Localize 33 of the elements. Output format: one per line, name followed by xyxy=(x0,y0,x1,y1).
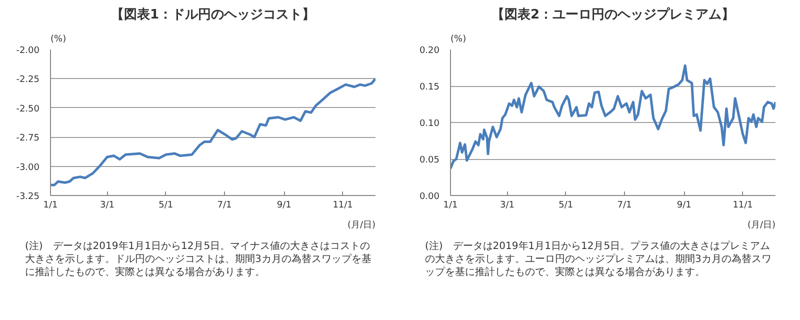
x-tick-label: 5/1 xyxy=(558,200,574,210)
line-series xyxy=(50,77,376,186)
y-tick-label: 0.15 xyxy=(419,82,440,92)
x-tick-label: 7/1 xyxy=(617,200,632,210)
chart-title: 【図表1：ドル円のヘッジコスト】 xyxy=(110,6,316,22)
x-axis-title: (月/日) xyxy=(747,220,776,230)
y-tick-label: 0.20 xyxy=(419,46,440,56)
x-tick-label: 11/1 xyxy=(332,200,353,210)
x-tick-label: 9/1 xyxy=(276,200,292,210)
y-tick-label: -3.00 xyxy=(16,162,40,173)
x-tick-label: 1/1 xyxy=(43,200,58,210)
y-tick-label: 0.00 xyxy=(419,192,440,202)
x-tick-label: 3/1 xyxy=(100,200,114,210)
y-tick-label: -2.50 xyxy=(16,104,40,114)
y-axis-title: (%) xyxy=(450,34,466,44)
x-tick-label: 7/1 xyxy=(217,200,232,210)
x-axis-title: (月/日) xyxy=(347,220,376,230)
text: (注) データは2019年1月1日から12月5日。マイナス値の大きさはコストの大きさを示します。ドル円のヘッジコストは、期間3カ月の為替スワップを基に推計したもので、実際とは異なる場合があります。 xyxy=(25,240,372,279)
x-tick-label: 9/1 xyxy=(676,200,692,210)
x-tick-label: 3/1 xyxy=(500,200,514,210)
text: (注) データは2019年1月1日から12月5日。プラス値の大きさはプレミアムの大きさを示します。ユーロ円のヘッジプレミアムは、期間3カ月の為替スワップを基に推計したもので、実際とは異なる場合があります。 xyxy=(425,240,772,279)
x-tick-label: 5/1 xyxy=(158,200,174,210)
y-tick-label: 0.10 xyxy=(419,119,440,129)
y-tick-label: -2.00 xyxy=(16,46,40,56)
chart-title: 【図表2：ユーロ円のヘッジプレミアム】 xyxy=(491,6,735,22)
line-series xyxy=(450,64,776,170)
y-tick-label: 0.05 xyxy=(419,156,440,166)
x-tick-label: 1/1 xyxy=(443,200,458,210)
y-axis-title: (%) xyxy=(50,34,66,44)
x-tick-label: 11/1 xyxy=(732,200,753,210)
y-tick-label: -2.25 xyxy=(16,75,40,86)
y-tick-label: -2.75 xyxy=(16,134,40,144)
y-tick-label: -3.25 xyxy=(16,192,40,202)
